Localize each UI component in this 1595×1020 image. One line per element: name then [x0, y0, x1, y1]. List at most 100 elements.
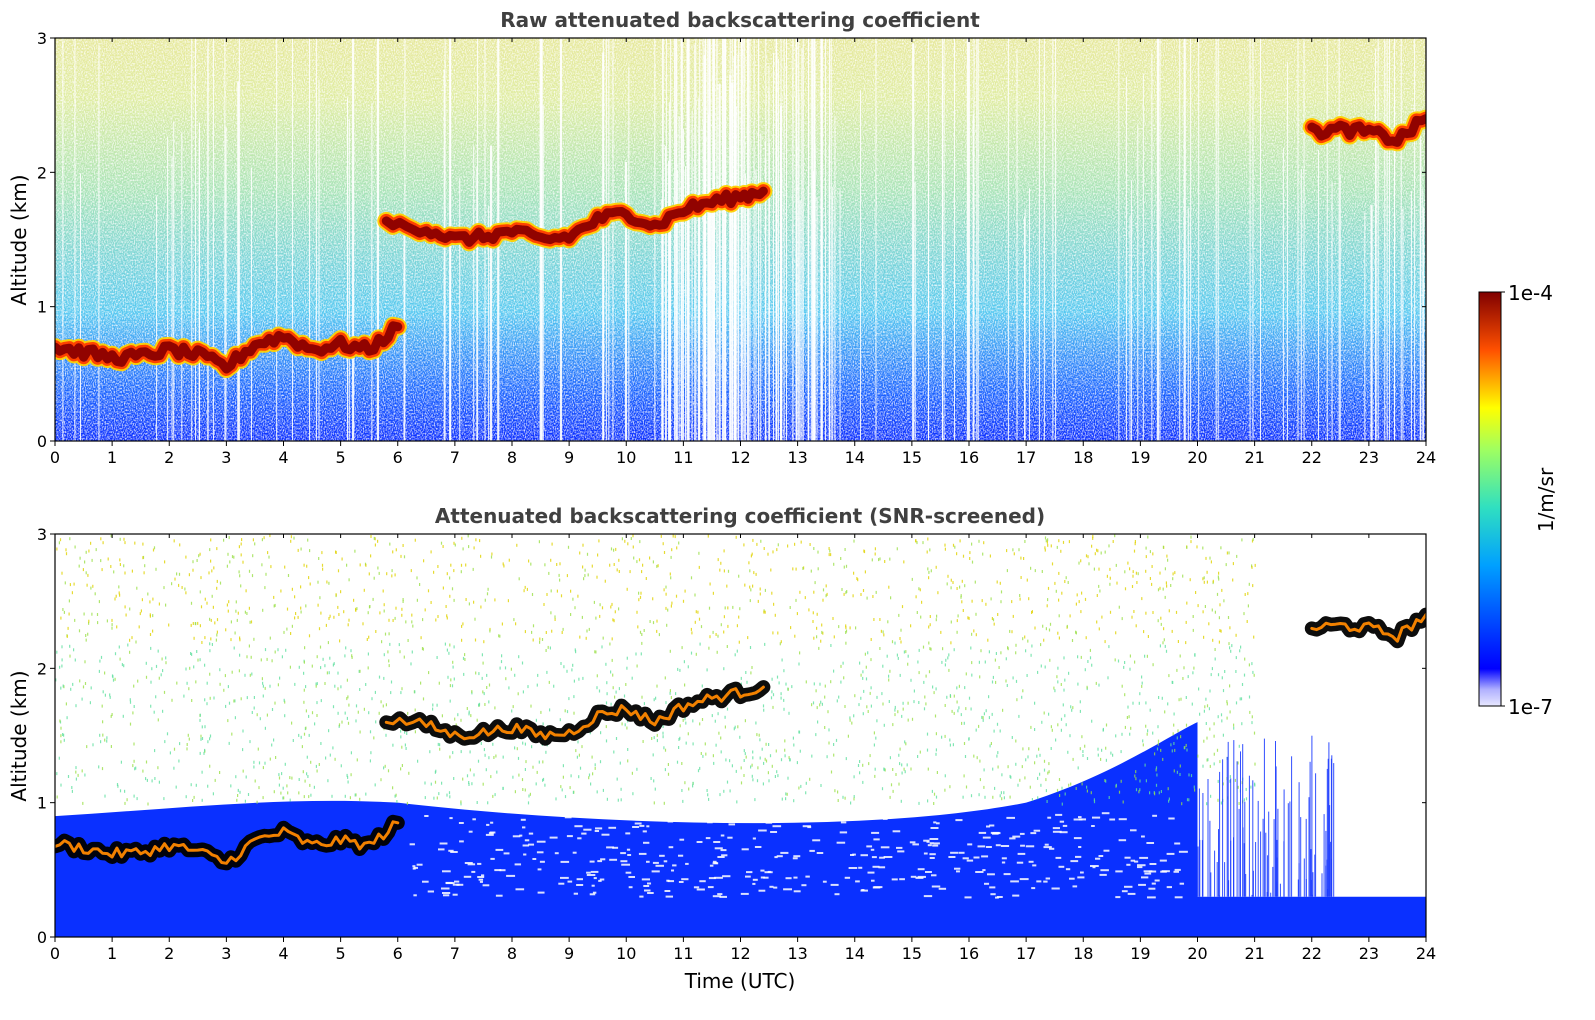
- aerosol-speckle: [891, 640, 894, 644]
- aerosol-speckle: [347, 623, 349, 627]
- aerosol-speckle: [1049, 622, 1052, 626]
- aerosol-speckle: [524, 768, 526, 771]
- aerosol-speckle: [706, 789, 708, 792]
- dropout-stripe: [781, 172, 783, 441]
- screened-hole: [812, 839, 821, 842]
- aerosol-speckle: [178, 759, 180, 763]
- aerosol-speckle: [1194, 788, 1196, 792]
- aerosol-speckle: [1146, 732, 1148, 736]
- aerosol-speckle: [840, 557, 842, 560]
- screened-hole: [632, 826, 640, 828]
- screened-hole: [574, 825, 583, 828]
- aerosol-speckle: [100, 537, 102, 541]
- aerosol-speckle: [1152, 731, 1154, 735]
- aerosol-speckle: [863, 550, 866, 554]
- aerosol-speckle: [263, 536, 265, 540]
- screened-hole: [1080, 871, 1084, 874]
- aerosol-speckle: [268, 555, 270, 559]
- aerosol-speckle: [71, 786, 73, 789]
- aerosol-speckle: [862, 712, 864, 716]
- aerosol-speckle: [704, 742, 706, 746]
- aerosol-speckle: [101, 767, 104, 771]
- aerosol-speckle: [152, 548, 155, 552]
- aerosol-speckle: [191, 652, 193, 656]
- aerosol-speckle: [542, 760, 544, 764]
- aerosol-speckle: [510, 667, 512, 671]
- aerosol-speckle: [1176, 770, 1178, 774]
- aerosol-speckle: [921, 600, 923, 604]
- aerosol-speckle: [803, 566, 805, 570]
- aerosol-speckle: [489, 629, 491, 633]
- aerosol-speckle: [254, 779, 256, 783]
- aerosol-speckle: [151, 779, 153, 783]
- dropout-stripe: [238, 38, 240, 441]
- screened-field: [55, 534, 1426, 937]
- aerosol-speckle: [1018, 714, 1020, 718]
- aerosol-speckle: [1213, 762, 1215, 766]
- masked-stripe: [1291, 756, 1293, 897]
- aerosol-speckle: [1214, 648, 1216, 651]
- panel-screened: Attenuated backscattering coefficient (S…: [7, 504, 1436, 993]
- aerosol-speckle: [189, 666, 191, 670]
- masked-stripe: [1199, 839, 1201, 897]
- aerosol-speckle: [892, 723, 894, 727]
- aerosol-speckle: [653, 779, 655, 783]
- aerosol-speckle: [298, 778, 300, 781]
- aerosol-speckle: [157, 649, 159, 653]
- aerosol-speckle: [201, 737, 204, 740]
- aerosol-speckle: [542, 722, 544, 726]
- aerosol-speckle: [236, 798, 238, 802]
- aerosol-speckle: [1168, 609, 1170, 613]
- aerosol-speckle: [1121, 617, 1123, 621]
- aerosol-speckle: [169, 751, 171, 755]
- aerosol-speckle: [875, 590, 877, 594]
- aerosol-speckle: [711, 714, 713, 718]
- aerosol-speckle: [216, 547, 218, 551]
- aerosol-speckle: [160, 673, 162, 677]
- aerosol-speckle: [1019, 594, 1021, 597]
- dropout-stripe: [1377, 38, 1379, 441]
- aerosol-speckle: [82, 801, 84, 805]
- screened-hole: [576, 884, 584, 886]
- aerosol-speckle: [717, 558, 719, 562]
- aerosol-speckle: [731, 764, 733, 768]
- aerosol-speckle: [784, 739, 786, 743]
- aerosol-speckle: [479, 539, 481, 543]
- aerosol-speckle: [1170, 743, 1172, 747]
- aerosol-speckle: [1002, 708, 1004, 712]
- aerosol-speckle: [107, 557, 109, 561]
- aerosol-speckle: [723, 549, 725, 553]
- dropout-stripe: [1402, 208, 1404, 441]
- aerosol-speckle: [699, 766, 701, 770]
- aerosol-speckle: [1088, 562, 1090, 566]
- aerosol-speckle: [273, 738, 275, 742]
- aerosol-speckle: [227, 552, 229, 556]
- aerosol-speckle: [1056, 675, 1058, 679]
- aerosol-speckle: [815, 733, 817, 737]
- aerosol-speckle: [973, 754, 975, 758]
- aerosol-speckle: [1043, 768, 1046, 772]
- screened-hole: [412, 865, 416, 868]
- screened-hole: [655, 864, 664, 867]
- aerosol-speckle: [956, 630, 958, 634]
- aerosol-speckle: [401, 687, 403, 691]
- screened-hole: [1052, 827, 1060, 830]
- aerosol-speckle: [683, 660, 685, 664]
- aerosol-speckle: [820, 784, 822, 787]
- aerosol-speckle: [845, 624, 847, 628]
- aerosol-speckle: [611, 637, 613, 641]
- aerosol-speckle: [736, 649, 738, 653]
- dropout-stripe: [811, 38, 813, 441]
- aerosol-speckle: [209, 617, 211, 621]
- aerosol-speckle: [899, 762, 901, 766]
- aerosol-speckle: [1015, 679, 1018, 683]
- screened-hole: [793, 876, 798, 879]
- aerosol-speckle: [1229, 775, 1231, 779]
- aerosol-speckle: [690, 651, 693, 655]
- screened-hole: [720, 849, 727, 852]
- aerosol-speckle: [1217, 575, 1219, 579]
- aerosol-speckle: [420, 636, 422, 640]
- aerosol-speckle: [1179, 773, 1181, 776]
- aerosol-speckle: [726, 707, 729, 711]
- masked-stripe: [1272, 866, 1274, 897]
